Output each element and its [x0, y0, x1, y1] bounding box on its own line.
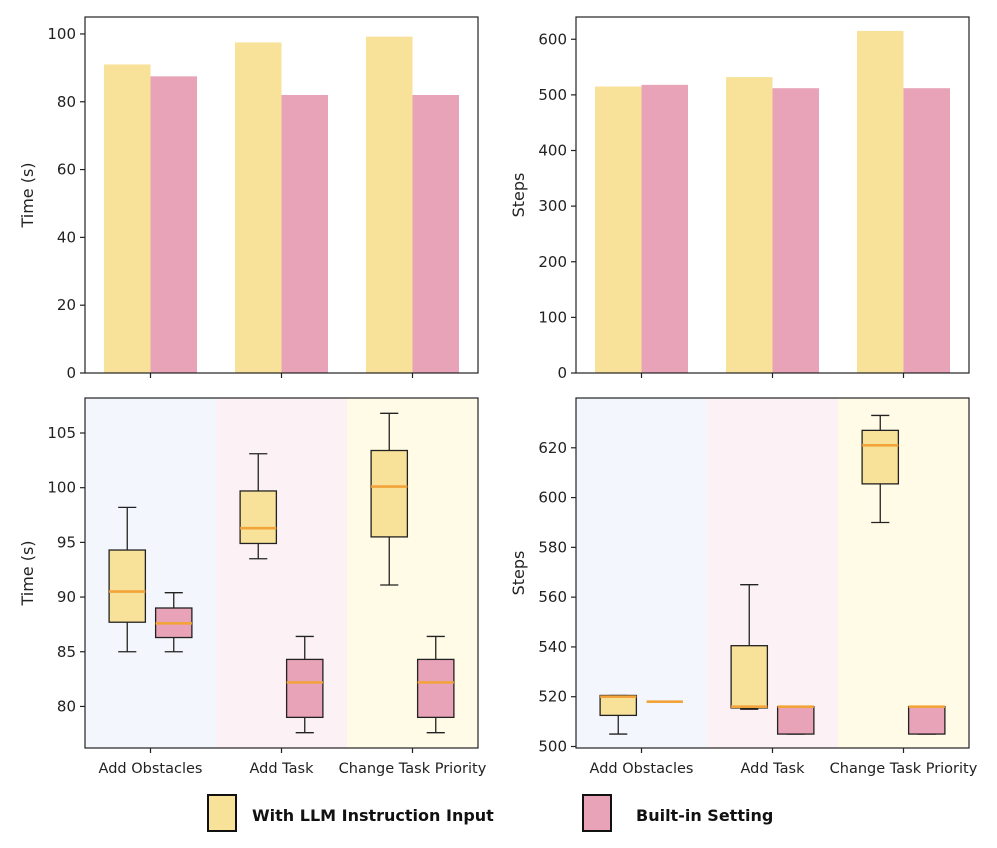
time-box-xtick-label-0: Add Obstacles	[99, 761, 203, 777]
steps-bar-ytick-label-200: 200	[538, 253, 567, 271]
steps-bar-ytick-label-100: 100	[538, 308, 567, 326]
legend-label-llm: With LLM Instruction Input	[252, 806, 494, 825]
steps-box-ytick-label-520: 520	[538, 688, 567, 706]
legend-label-builtin: Built-in Setting	[636, 806, 774, 825]
steps-bar-bar-s1-1	[772, 88, 820, 373]
steps-bar-bar-s1-2	[903, 88, 951, 373]
steps-box-background-1	[707, 398, 838, 748]
time-box-ytick-label-100: 100	[47, 479, 76, 497]
legend: With LLM Instruction Input Built-in Sett…	[0, 790, 997, 840]
steps-bar-ylabel: Steps	[509, 173, 528, 218]
time-box-box-s0-2	[370, 449, 409, 538]
steps-box-background-2	[838, 398, 969, 748]
steps-box-ytick-label-500: 500	[538, 738, 567, 756]
time-box-background-1	[216, 398, 347, 748]
time-bar-chart: 0 20 40 60 80 100 Time (s)	[18, 16, 479, 382]
time-bar-ytick-label-40: 40	[57, 228, 76, 246]
steps-box-chart: 500 520 540 560 580 600 620 Add Obstacles Add Ta…	[509, 397, 978, 777]
time-bar-bar-s1-0	[150, 76, 198, 373]
time-box-ytick-label-95: 95	[57, 533, 76, 551]
steps-bar-chart: 0 100 200 300 400 500 600 Steps	[509, 16, 970, 382]
time-box-xtick-label-1: Add Task	[250, 761, 315, 777]
steps-box-box-s1-2	[907, 706, 946, 735]
time-bar-ytick-label-60: 60	[57, 161, 76, 179]
time-box-ytick-label-105: 105	[47, 424, 76, 442]
steps-box-ytick-label-580: 580	[538, 538, 567, 556]
time-box-ytick-label-90: 90	[57, 588, 76, 606]
time-box-box-s1-2	[416, 658, 455, 719]
time-bar-bar-s0-1	[234, 42, 282, 374]
time-box-xtick-label-2: Change Task Priority	[339, 761, 487, 777]
time-box-box-s0-0	[108, 549, 147, 623]
steps-box-box-s0-0	[599, 694, 638, 717]
steps-bar-ytick-label-500: 500	[538, 86, 567, 104]
steps-bar-ytick-label-300: 300	[538, 197, 567, 215]
steps-box-xtick-label-0: Add Obstacles	[590, 761, 694, 777]
time-box-ylabel: Time (s)	[18, 540, 37, 606]
steps-box-box-s0-1	[730, 645, 769, 709]
steps-box-box-s1-1	[776, 706, 815, 735]
steps-bar-bar-s0-0	[594, 86, 642, 373]
time-bar-ytick-label-100: 100	[47, 25, 76, 43]
time-box-ytick-label-85: 85	[57, 643, 76, 661]
steps-box-background-0	[576, 398, 707, 748]
steps-bar-bar-s1-0	[641, 84, 689, 374]
time-box-box-s0-1	[239, 490, 278, 545]
steps-box-ytick-label-560: 560	[538, 588, 567, 606]
time-box-ytick-label-80: 80	[57, 697, 76, 715]
legend-swatch-llm	[207, 794, 237, 832]
steps-bar-ytick-label-0: 0	[557, 364, 567, 382]
steps-box-xtick-label-2: Change Task Priority	[830, 761, 978, 777]
time-bar-bar-s0-2	[365, 36, 413, 373]
steps-bar-ytick-label-600: 600	[538, 30, 567, 48]
steps-bar-bar-s0-1	[725, 77, 773, 373]
time-box-background-2	[347, 398, 478, 748]
steps-bar-bar-s0-2	[856, 30, 904, 373]
time-box-chart: 80 85 90 95 100 105 Add Obstacles Add Task Chang…	[18, 397, 487, 777]
steps-box-box-s0-2	[861, 429, 900, 485]
steps-box-ytick-label-600: 600	[538, 489, 567, 507]
time-bar-ytick-label-0: 0	[66, 364, 76, 382]
time-bar-ytick-label-80: 80	[57, 93, 76, 111]
time-bar-bar-s1-1	[281, 94, 329, 373]
steps-box-xtick-label-1: Add Task	[741, 761, 806, 777]
time-bar-ytick-label-20: 20	[57, 296, 76, 314]
time-box-box-s1-1	[285, 658, 324, 719]
legend-swatch-builtin	[582, 794, 612, 832]
time-box-background-0	[85, 398, 216, 748]
steps-bar-ytick-label-400: 400	[538, 142, 567, 160]
steps-box-ylabel: Steps	[509, 551, 528, 596]
time-bar-ylabel: Time (s)	[18, 162, 37, 228]
steps-box-ytick-label-620: 620	[538, 439, 567, 457]
time-bar-bar-s1-2	[412, 94, 460, 373]
steps-box-ytick-label-540: 540	[538, 638, 567, 656]
time-bar-bar-s0-0	[103, 64, 151, 373]
